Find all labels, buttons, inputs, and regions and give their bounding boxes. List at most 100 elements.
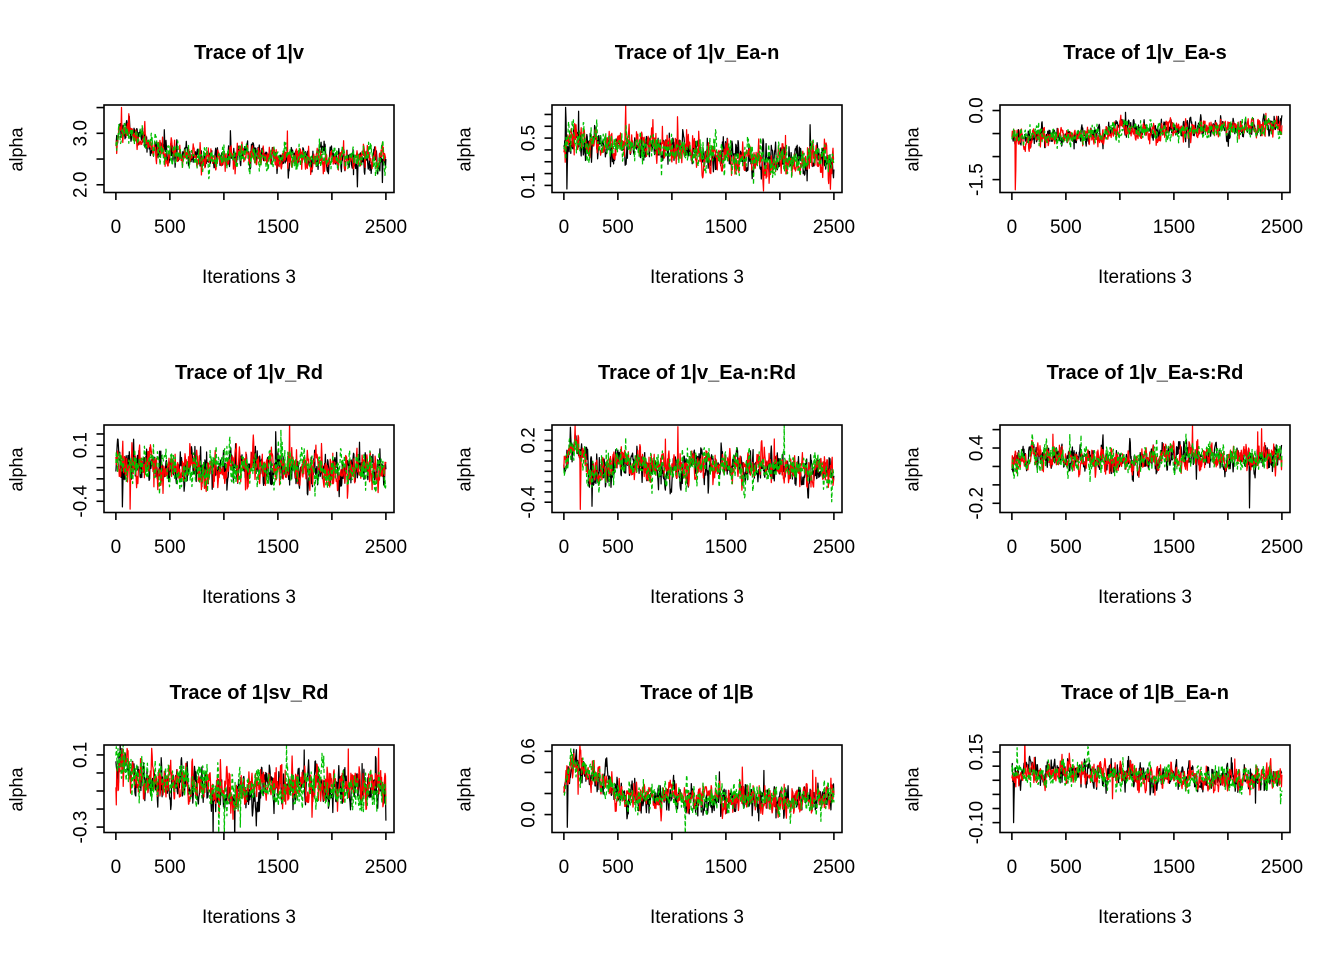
trace-lines <box>1011 425 1283 509</box>
trace-chain-3 <box>115 745 387 833</box>
x-axis-label: Iterations 3 <box>202 267 296 288</box>
trace-plot: 0 500 1500 2500 0.2 -0.4 <box>519 424 855 558</box>
trace-chain-3 <box>563 425 835 503</box>
trace-lines <box>1011 111 1283 191</box>
plot-box <box>551 424 843 514</box>
trace-plot: 0 500 1500 2500 0.6 0.0 <box>519 738 855 878</box>
panel-title: Trace of 1|v_Ea-s:Rd <box>1046 362 1244 384</box>
x-tick-label: 500 <box>602 217 634 238</box>
y-tick-label: -0.4 <box>71 484 92 517</box>
trace-plot: 0 500 1500 2500 0.0 -1.5 <box>967 97 1303 238</box>
y-tick-label: 0.0 <box>967 97 988 123</box>
x-tick-label: 2500 <box>365 857 407 878</box>
trace-chain-3 <box>1011 746 1283 806</box>
plot-box <box>999 744 1291 834</box>
y-tick-label: 0.15 <box>967 734 988 771</box>
panel-trace-1v: Trace of 1|v alpha 0 500 1500 2500 3.0 2.0 It… <box>0 0 448 320</box>
x-tick-label: 500 <box>154 217 186 238</box>
trace-plot: 0 500 1500 2500 0.1 -0.4 <box>71 424 407 558</box>
plot-box <box>551 104 843 194</box>
x-tick-label: 0 <box>1007 537 1018 558</box>
trace-lines <box>115 106 387 188</box>
plot-box <box>551 744 843 834</box>
trace-chain-2 <box>563 105 835 192</box>
x-tick-label: 500 <box>154 857 186 878</box>
trace-lines <box>563 425 835 511</box>
x-tick-label: 2500 <box>813 537 855 558</box>
x-axis-label: Iterations 3 <box>650 267 744 288</box>
panel-trace-1b-ea-n: Trace of 1|B_Ea-n alpha 0 500 1500 2500 0.15… <box>896 640 1344 960</box>
trace-lines <box>563 745 835 833</box>
trace-chain-2 <box>1011 425 1283 478</box>
x-tick-label: 0 <box>1007 217 1018 238</box>
x-axis-label: Iterations 3 <box>1098 907 1192 928</box>
y-tick-label: 3.0 <box>71 120 92 146</box>
x-tick-label: 1500 <box>1153 537 1195 558</box>
y-tick-label: 0.6 <box>519 738 540 764</box>
trace-plot: 0 500 1500 2500 3.0 2.0 <box>71 104 407 238</box>
panel-trace-1v-ea-s: Trace of 1|v_Ea-s alpha 0 500 1500 2500 0.0-… <box>896 0 1344 320</box>
panel-trace-1sv-rd: Trace of 1|sv_Rd alpha 0 500 1500 2500 0.1 -0… <box>0 640 448 960</box>
panel-trace-1v-ea-n: Trace of 1|v_Ea-n alpha 0 500 1500 2500 0.5 0… <box>448 0 896 320</box>
y-tick-label: 0.4 <box>967 434 988 461</box>
x-tick-label: 500 <box>1050 537 1082 558</box>
x-tick-label: 500 <box>602 857 634 878</box>
x-tick-label: 0 <box>559 217 570 238</box>
trace-lines <box>115 425 387 510</box>
x-tick-label: 500 <box>154 537 186 558</box>
y-tick-label: 0.5 <box>519 125 540 151</box>
x-tick-label: 2500 <box>365 217 407 238</box>
x-tick-label: 2500 <box>365 537 407 558</box>
panel-trace-1v-ea-n-rd: Trace of 1|v_Ea-n:Rd alpha 0 500 1500 2500 0… <box>448 320 896 640</box>
y-tick-label: -0.10 <box>967 801 988 844</box>
x-axis-label: Iterations 3 <box>202 587 296 608</box>
x-tick-label: 1500 <box>705 217 747 238</box>
x-tick-label: 0 <box>111 217 122 238</box>
trace-chain-3 <box>115 122 387 180</box>
y-tick-label: -0.2 <box>967 487 988 520</box>
x-tick-label: 0 <box>1007 857 1018 878</box>
panel-trace-1v-rd: Trace of 1|v_Rd alpha 0 500 1500 2500 0.1 -0.… <box>0 320 448 640</box>
panel-title: Trace of 1|B <box>640 682 754 704</box>
plot-box <box>999 104 1291 194</box>
x-tick-label: 1500 <box>705 857 747 878</box>
y-tick-label: -0.3 <box>71 811 92 844</box>
plot-box <box>999 424 1291 514</box>
trace-chain-1 <box>115 114 387 188</box>
panel-trace-1b: Trace of 1|B alpha 0 500 1500 2500 0.6 0.0 It… <box>448 640 896 960</box>
panel-title: Trace of 1|v <box>193 42 305 64</box>
x-axis-label: Iterations 3 <box>650 587 744 608</box>
x-tick-label: 1500 <box>257 537 299 558</box>
y-tick-label: -1.5 <box>967 163 988 196</box>
x-tick-label: 2500 <box>1261 537 1303 558</box>
trace-chain-3 <box>563 119 835 186</box>
x-tick-label: 0 <box>559 537 570 558</box>
panel-trace-1v-ea-s-rd: Trace of 1|v_Ea-s:Rd alpha 0 500 1500 2500 0… <box>896 320 1344 640</box>
panel-title: Trace of 1|sv_Rd <box>169 682 329 704</box>
x-tick-label: 1500 <box>1153 857 1195 878</box>
panel-title: Trace of 1|v_Ea-n:Rd <box>598 362 796 384</box>
x-axis-label: Iterations 3 <box>202 907 296 928</box>
plot-box <box>103 744 395 834</box>
trace-lines <box>115 745 387 833</box>
x-tick-label: 2500 <box>813 217 855 238</box>
x-tick-label: 1500 <box>257 857 299 878</box>
plot-box <box>103 424 395 514</box>
x-tick-label: 0 <box>111 857 122 878</box>
trace-chain-3 <box>1011 115 1283 150</box>
x-tick-label: 500 <box>1050 857 1082 878</box>
x-axis-label: Iterations 3 <box>650 907 744 928</box>
x-tick-label: 2500 <box>1261 857 1303 878</box>
y-tick-label: 2.0 <box>71 172 92 198</box>
panel-title: Trace of 1|v_Ea-s <box>1063 42 1227 64</box>
y-tick-label: -0.4 <box>519 485 540 518</box>
y-tick-label: 0.2 <box>519 427 540 453</box>
y-tick-label: 0.1 <box>519 172 540 198</box>
trace-lines <box>1011 745 1283 824</box>
x-tick-label: 2500 <box>1261 217 1303 238</box>
x-axis-label: Iterations 3 <box>1098 267 1192 288</box>
panel-title: Trace of 1|B_Ea-n <box>1061 682 1229 704</box>
trace-plot: 0 500 1500 2500 0.15 -0.10 <box>967 734 1303 878</box>
trace-chain-3 <box>1011 432 1283 483</box>
